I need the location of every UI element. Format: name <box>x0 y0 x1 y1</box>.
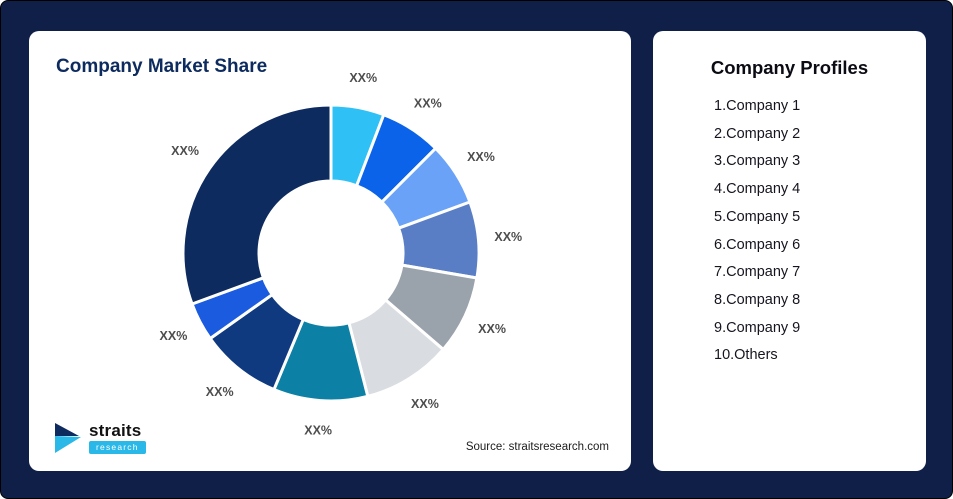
segment-label: XX% <box>411 397 439 411</box>
profile-list-item: 8.Company 8 <box>714 291 801 308</box>
segment-label: XX% <box>467 150 495 164</box>
donut-chart: XX% XX% XX% XX% XX% XX% XX% XX% XX% XX% <box>160 71 523 438</box>
profile-list-item: 6.Company 6 <box>714 236 801 253</box>
segment-label: XX% <box>478 322 506 336</box>
profile-list-item: 7.Company 7 <box>714 264 801 281</box>
straits-logo-icon <box>55 423 81 453</box>
logo-text: straits research <box>89 422 146 454</box>
segment-label: XX% <box>494 230 522 244</box>
segment-label: XX% <box>171 144 199 158</box>
profile-list-item: 2.Company 2 <box>714 125 801 142</box>
segment-label: XX% <box>206 385 234 399</box>
logo-name: straits <box>89 421 142 440</box>
profile-list-item: 4.Company 4 <box>714 181 801 198</box>
segment-label: XX% <box>349 71 377 85</box>
market-share-card: Company Market Share XX% XX% XX% XX% XX% XX% X… <box>29 31 631 471</box>
profile-list-item: 10.Others <box>714 347 778 364</box>
segment-label: XX% <box>414 97 442 111</box>
profiles-title: Company Profiles <box>710 57 869 78</box>
chart-title: Company Market Share <box>56 56 268 77</box>
donut-segment <box>181 103 333 306</box>
profile-list-item: 5.Company 5 <box>714 208 801 225</box>
segment-label: XX% <box>160 329 188 343</box>
profile-list-item: 9.Company 9 <box>714 319 801 336</box>
profile-list-item: 1.Company 1 <box>714 98 801 114</box>
straits-research-logo: straits research <box>53 421 146 455</box>
source-note: Source: straitsresearch.com <box>465 441 609 453</box>
profiles-list: 1.Company 1 2.Company 2 3.Company 3 4.Compa… <box>714 93 926 370</box>
logo-subtitle: research <box>89 441 146 454</box>
profile-list-item: 3.Company 3 <box>714 153 801 170</box>
company-profiles-card: Company Profiles 1.Company 1 2.Company 2 3… <box>653 31 926 471</box>
segment-label: XX% <box>304 424 332 438</box>
